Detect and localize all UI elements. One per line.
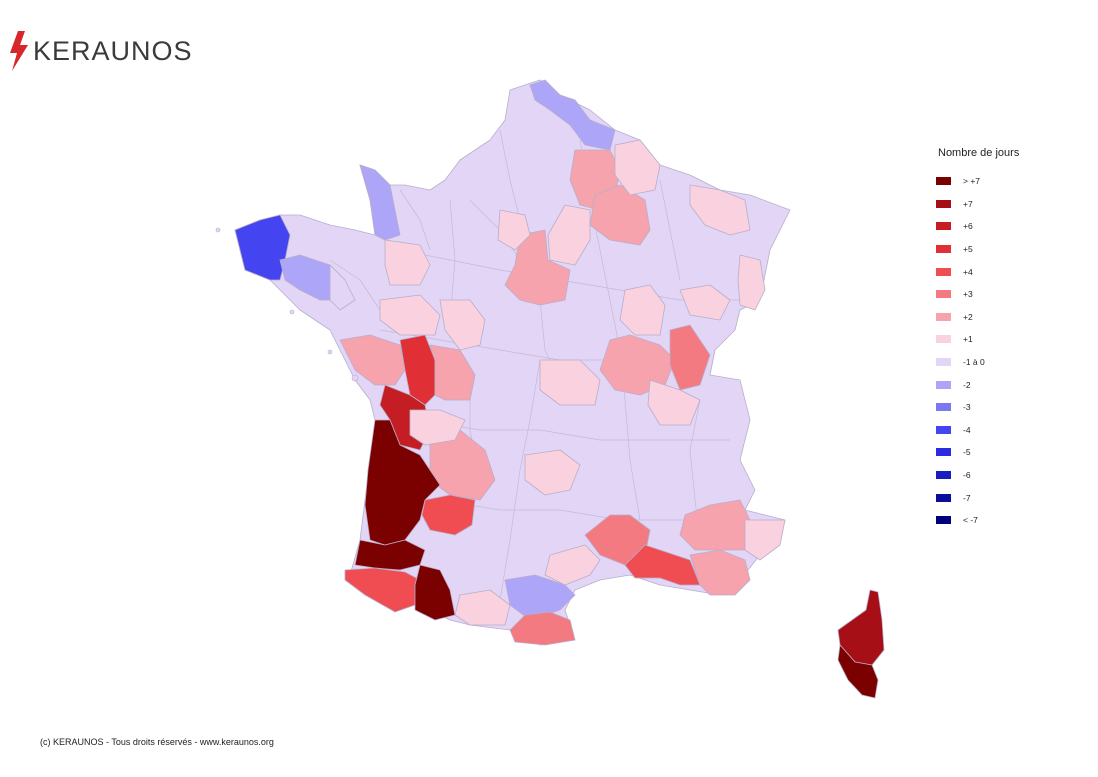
- legend-label: -1 à 0: [963, 357, 985, 368]
- legend-item: -5: [936, 441, 1019, 464]
- legend-swatch: [936, 222, 951, 231]
- region-vienne: [429, 344, 476, 401]
- island-1: [215, 227, 221, 233]
- legend-rows: > +7 +7 +6 +5 +4 +3 +2 +1 -1 à 0 -2 -3 -4 -5 -6 -7 < -7: [936, 170, 1019, 532]
- region-light-5: [619, 284, 666, 336]
- legend-swatch: [936, 516, 951, 525]
- brand-name: KERAUNOS: [33, 35, 193, 66]
- legend-swatch: [936, 471, 951, 480]
- legend-label: < -7: [963, 515, 978, 526]
- legend-label: -2: [963, 379, 971, 390]
- legend-item: +4: [936, 260, 1019, 283]
- legend-item: +1: [936, 328, 1019, 351]
- region-light-3: [737, 254, 766, 311]
- legend-label: +6: [963, 221, 973, 232]
- region-light-2: [689, 184, 751, 236]
- legend-item: -2: [936, 373, 1019, 396]
- region-light-12: [409, 409, 466, 446]
- legend-item: +6: [936, 215, 1019, 238]
- region-finistere: [234, 214, 291, 281]
- legend-item: > +7: [936, 170, 1019, 193]
- legend-swatch: [936, 267, 951, 276]
- legend-item: -6: [936, 464, 1019, 487]
- legend-swatch: [936, 312, 951, 321]
- legend-label: +7: [963, 198, 973, 209]
- legend-swatch: [936, 199, 951, 208]
- region-light-13: [524, 449, 581, 496]
- legend-swatch: [936, 380, 951, 389]
- region-light-11: [647, 379, 701, 426]
- legend-swatch: [936, 177, 951, 186]
- legend-label: +1: [963, 334, 973, 345]
- legend: Nombre de jours > +7 +7 +6 +5 +4 +3 +2 +1 -1 à 0…: [936, 147, 1019, 532]
- legend-item: -7: [936, 486, 1019, 509]
- legend-item: -3: [936, 396, 1019, 419]
- region-light-4: [679, 284, 731, 321]
- legend-item: +7: [936, 193, 1019, 216]
- region-light-8: [439, 299, 486, 351]
- region-light-17: [547, 204, 591, 266]
- legend-label: +5: [963, 244, 973, 255]
- island-3: [327, 349, 333, 355]
- legend-swatch: [936, 358, 951, 367]
- legend-label: -4: [963, 424, 971, 435]
- region-charente-maritime: [339, 334, 406, 386]
- legend-item: -4: [936, 419, 1019, 442]
- region-hautes-pyrenees: [414, 564, 456, 621]
- legend-label: -5: [963, 447, 971, 458]
- legend-title: Nombre de jours: [938, 147, 1020, 159]
- region-pyrenees-atlantiques: [344, 567, 421, 613]
- region-corse-du-sud: [837, 644, 879, 699]
- region-manche: [359, 164, 401, 241]
- legend-item: +2: [936, 306, 1019, 329]
- region-gironde: [364, 419, 441, 546]
- legend-label: -7: [963, 492, 971, 503]
- legend-item: +5: [936, 238, 1019, 261]
- region-deux-sevres: [399, 334, 436, 406]
- region-ain: [669, 324, 711, 391]
- legend-swatch: [936, 290, 951, 299]
- region-light-10: [539, 359, 601, 406]
- legend-swatch: [936, 245, 951, 254]
- region-bretagne-east: [329, 264, 356, 311]
- legend-swatch: [936, 493, 951, 502]
- legend-swatch: [936, 403, 951, 412]
- legend-label: +3: [963, 289, 973, 300]
- legend-item: +3: [936, 283, 1019, 306]
- island-4: [351, 374, 359, 382]
- island-2: [289, 309, 295, 315]
- legend-label: -3: [963, 402, 971, 413]
- region-light-7: [379, 294, 441, 336]
- legend-label: -6: [963, 470, 971, 481]
- region-light-1: [614, 139, 661, 196]
- legend-swatch: [936, 425, 951, 434]
- legend-swatch: [936, 335, 951, 344]
- region-nord: [529, 79, 616, 151]
- region-light-9: [497, 209, 531, 251]
- region-aude: [504, 574, 576, 621]
- region-loiret: [504, 229, 571, 306]
- region-gard: [584, 514, 651, 566]
- region-landes: [354, 539, 426, 571]
- keraunos-logo: KERAUNOS: [8, 30, 193, 72]
- region-light-6: [384, 239, 431, 286]
- legend-label: +4: [963, 266, 973, 277]
- region-light-16: [544, 544, 601, 586]
- legend-label: +2: [963, 311, 973, 322]
- region-pyrenees-orientales: [509, 611, 576, 646]
- legend-label: > +7: [963, 176, 981, 187]
- lightning-bolt-icon: [10, 31, 28, 71]
- region-light-14: [744, 519, 786, 561]
- copyright-notice: (c) KERAUNOS - Tous droits réservés - ww…: [40, 737, 274, 747]
- region-light-15: [454, 589, 511, 626]
- legend-swatch: [936, 448, 951, 457]
- legend-item: -1 à 0: [936, 351, 1019, 374]
- region-var: [689, 549, 751, 596]
- legend-item: < -7: [936, 509, 1019, 532]
- region-lot-et-garonne: [421, 494, 476, 536]
